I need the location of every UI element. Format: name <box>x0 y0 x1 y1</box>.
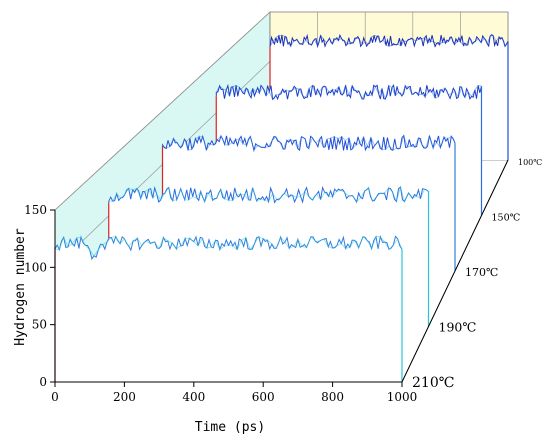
series-1-line <box>108 185 429 204</box>
series-4-line-overlay <box>269 34 509 48</box>
x-tick-label-1: 200 <box>113 390 136 404</box>
y-tick-label-2: 100 <box>24 260 47 274</box>
x-tick-label-2: 400 <box>182 390 205 404</box>
series-3-line-overlay <box>215 83 482 101</box>
series-group: 100℃ 150℃ 170℃ 190℃ 210℃ <box>54 33 542 391</box>
series-1-line-overlay <box>108 185 429 203</box>
side-gridline-3 <box>54 11 271 211</box>
series-label-0: 210℃ <box>412 375 454 391</box>
series-0-face <box>55 236 402 382</box>
y-tick-label-1: 50 <box>32 318 47 332</box>
y-tick-label-3: 150 <box>24 203 47 217</box>
series-3-line <box>215 83 482 101</box>
x-tick-label-3: 600 <box>252 390 275 404</box>
series-2-line-overlay <box>162 134 456 152</box>
x-axis-title: Time (ps) <box>195 420 265 435</box>
x-tick-label-5: 1000 <box>387 390 418 404</box>
series-0-line-overlay <box>54 236 403 257</box>
series-label-3: 150℃ <box>492 213 521 224</box>
y-tick-label-0: 0 <box>39 375 47 389</box>
x-tick-label-4: 800 <box>321 390 344 404</box>
series-label-1: 190℃ <box>439 320 477 335</box>
series-label-4: 100℃ <box>518 158 542 167</box>
x-tick-label-0: 0 <box>51 390 59 404</box>
z-axis-line <box>401 159 509 383</box>
series-0: 210℃ <box>54 234 454 391</box>
chart-axes: 0 200 400 600 800 1000 0 50 100 150 <box>24 159 509 404</box>
y-axis-title: Hydrogen number <box>13 228 28 346</box>
series-label-2: 170℃ <box>465 266 498 279</box>
